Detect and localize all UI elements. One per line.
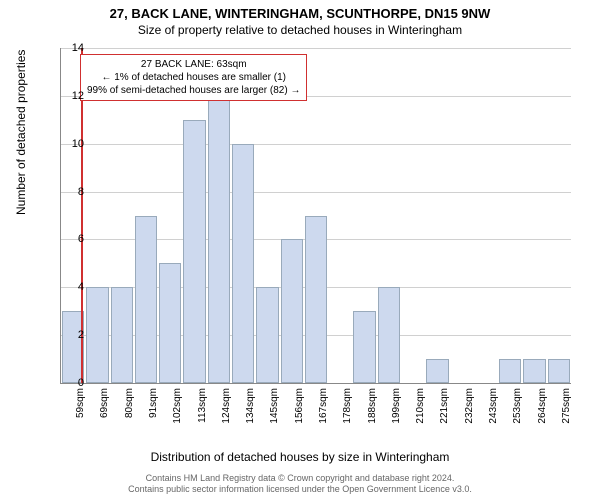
bar [523,359,545,383]
bar [353,311,375,383]
annotation-line2: ← 1% of detached houses are smaller (1) [87,71,300,84]
bar [183,120,205,383]
bar [281,239,303,383]
bar [208,96,230,383]
bar [159,263,181,383]
x-tick-label: 264sqm [537,388,548,424]
bar [111,287,133,383]
x-tick-label: 102sqm [172,388,183,424]
gridline [61,144,571,145]
x-tick-label: 210sqm [415,388,426,424]
x-tick-label: 243sqm [488,388,499,424]
bar [135,216,157,384]
x-tick-label: 69sqm [99,388,110,418]
bar [378,287,400,383]
x-tick-label: 199sqm [391,388,402,424]
footer-line2: Contains public sector information licen… [0,484,600,496]
y-tick-label: 6 [54,233,84,245]
footer: Contains HM Land Registry data © Crown c… [0,473,600,496]
x-tick-label: 167sqm [318,388,329,424]
x-tick-label: 275sqm [561,388,572,424]
x-tick-label: 232sqm [464,388,475,424]
gridline [61,192,571,193]
bar [499,359,521,383]
y-tick-label: 10 [54,138,84,150]
annotation-line3: 99% of semi-detached houses are larger (… [87,84,300,97]
footer-line1: Contains HM Land Registry data © Crown c… [0,473,600,485]
page-subtitle: Size of property relative to detached ho… [0,21,600,37]
x-tick-label: 124sqm [221,388,232,424]
chart-container: 27, BACK LANE, WINTERINGHAM, SCUNTHORPE,… [0,0,600,500]
annotation-box: 27 BACK LANE: 63sqm ← 1% of detached hou… [80,54,307,101]
x-tick-label: 113sqm [197,388,208,423]
chart-area: 27 BACK LANE: 63sqm ← 1% of detached hou… [60,48,570,383]
y-tick-label: 12 [54,90,84,102]
x-tick-label: 59sqm [75,388,86,418]
x-tick-label: 134sqm [245,388,256,424]
y-tick-label: 4 [54,281,84,293]
bar [426,359,448,383]
bar [548,359,570,383]
page-title: 27, BACK LANE, WINTERINGHAM, SCUNTHORPE,… [0,0,600,21]
x-tick-label: 156sqm [294,388,305,424]
bar [232,144,254,383]
bar [256,287,278,383]
x-axis-label: Distribution of detached houses by size … [0,450,600,464]
x-tick-label: 178sqm [342,388,353,424]
y-tick-label: 0 [54,377,84,389]
x-tick-label: 221sqm [439,388,450,424]
x-tick-label: 188sqm [367,388,378,424]
annotation-line1: 27 BACK LANE: 63sqm [87,58,300,71]
y-axis-label: Number of detached properties [14,50,28,215]
bar [305,216,327,384]
x-tick-label: 91sqm [148,388,159,418]
gridline [61,48,571,49]
y-tick-label: 2 [54,329,84,341]
y-tick-label: 8 [54,186,84,198]
x-tick-label: 145sqm [269,388,280,424]
x-tick-label: 253sqm [512,388,523,424]
bar [86,287,108,383]
y-tick-label: 14 [54,42,84,54]
x-tick-label: 80sqm [124,388,135,418]
